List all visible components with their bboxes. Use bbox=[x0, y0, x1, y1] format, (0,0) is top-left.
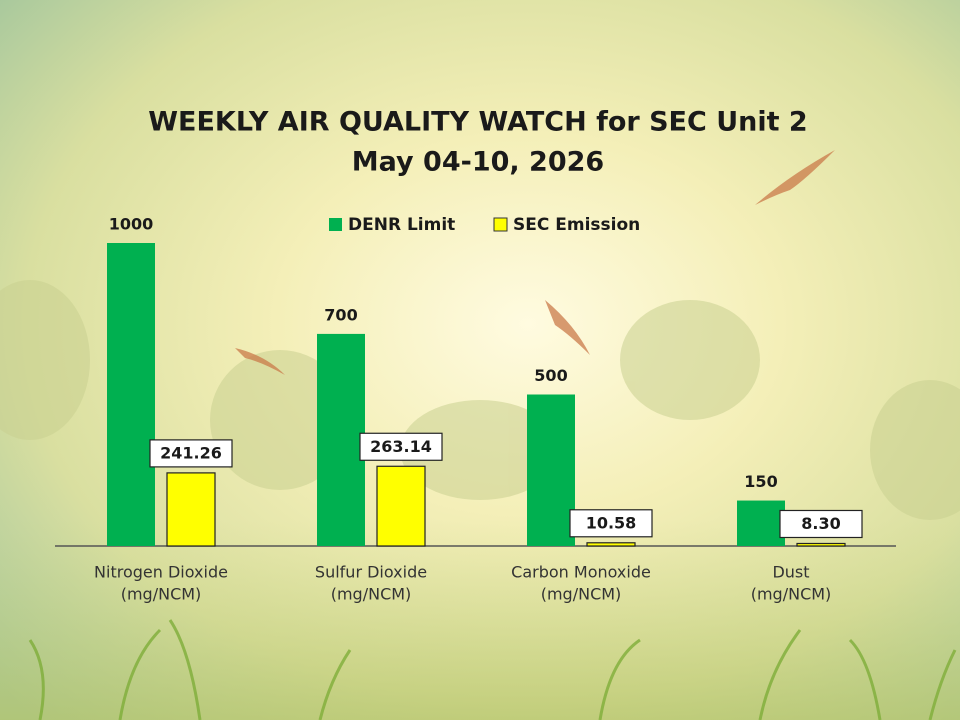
value-label: 1000 bbox=[109, 215, 154, 234]
x-tick-label: Carbon Monoxide bbox=[511, 563, 651, 582]
legend-label: SEC Emission bbox=[513, 215, 640, 235]
x-tick-label: (mg/NCM) bbox=[541, 585, 622, 604]
chart-title: WEEKLY AIR QUALITY WATCH for SEC Unit 2 bbox=[148, 107, 807, 138]
legend-swatch bbox=[493, 217, 508, 232]
value-label: 10.58 bbox=[586, 513, 637, 532]
bar bbox=[737, 500, 785, 546]
x-tick-label: (mg/NCM) bbox=[121, 585, 202, 604]
trees bbox=[0, 280, 960, 520]
value-label-box bbox=[779, 509, 863, 539]
bar bbox=[527, 394, 575, 546]
bar bbox=[586, 542, 636, 547]
ground bbox=[0, 520, 960, 720]
birds bbox=[235, 150, 835, 375]
value-label: 150 bbox=[744, 472, 777, 491]
value-label: 263.14 bbox=[370, 437, 432, 456]
legend-label: DENR Limit bbox=[348, 215, 455, 235]
x-tick-label: Nitrogen Dioxide bbox=[94, 563, 228, 582]
legend-swatch bbox=[329, 218, 342, 231]
x-tick-label: (mg/NCM) bbox=[331, 585, 412, 604]
value-label: 8.30 bbox=[801, 514, 840, 533]
chart-subtitle: May 04-10, 2026 bbox=[352, 147, 604, 178]
bar bbox=[317, 333, 365, 546]
bar bbox=[376, 465, 426, 547]
x-tick-label: Sulfur Dioxide bbox=[315, 563, 427, 582]
value-label: 500 bbox=[534, 366, 567, 385]
value-label-box bbox=[569, 509, 653, 538]
x-tick-label: Dust bbox=[772, 563, 809, 582]
value-label-box bbox=[149, 439, 233, 468]
value-label-box bbox=[359, 432, 443, 461]
bar bbox=[796, 542, 846, 547]
value-label: 700 bbox=[324, 305, 357, 324]
x-tick-label: (mg/NCM) bbox=[751, 585, 832, 604]
grass bbox=[28, 619, 957, 720]
value-label: 241.26 bbox=[160, 443, 222, 462]
bar bbox=[166, 472, 216, 547]
bar bbox=[107, 243, 155, 546]
